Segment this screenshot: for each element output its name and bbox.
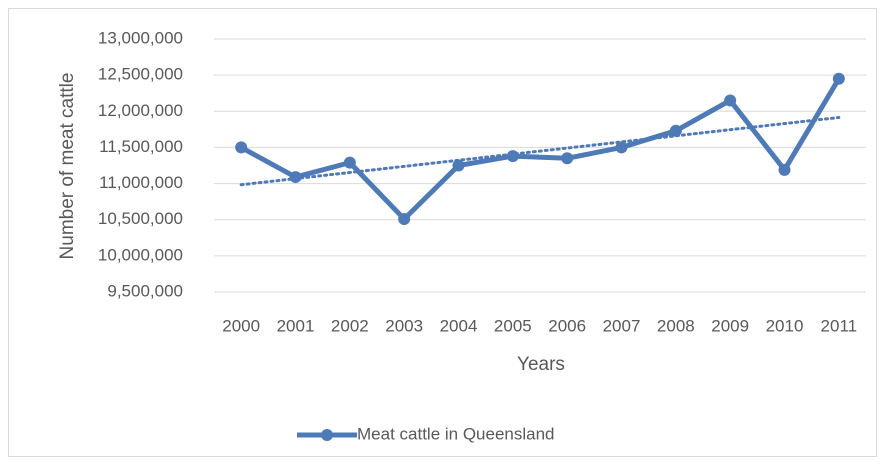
data-point <box>561 152 574 165</box>
data-point <box>289 171 302 184</box>
x-tick-label: 2006 <box>548 316 586 335</box>
data-point <box>235 141 248 154</box>
x-tick-label: 2011 <box>821 316 858 335</box>
data-point <box>398 212 411 225</box>
y-tick-label: 9,500,000 <box>107 281 183 300</box>
x-tick-label: 2001 <box>277 316 315 335</box>
x-tick-label: 2003 <box>385 316 423 335</box>
trendline <box>239 115 841 187</box>
x-tick-label: 2000 <box>222 316 260 335</box>
y-tick-label: 12,000,000 <box>98 101 183 120</box>
data-point <box>452 159 465 172</box>
x-tick-label: 2002 <box>331 316 369 335</box>
legend-label: Meat cattle in Queensland <box>357 424 555 443</box>
x-tick-label: 2007 <box>603 316 641 335</box>
x-tick-label: 2009 <box>711 316 749 335</box>
y-tick-label: 11,000,000 <box>99 173 183 192</box>
y-axis-title: Number of meat cattle <box>57 73 78 260</box>
data-point <box>506 150 519 163</box>
x-tick-label: 2005 <box>494 316 532 335</box>
y-tick-label: 10,000,000 <box>98 245 183 264</box>
x-axis-title: Years <box>517 354 565 375</box>
data-point <box>724 94 737 107</box>
series-line <box>239 77 841 222</box>
y-tick-label: 13,000,000 <box>98 28 183 47</box>
data-point <box>343 156 356 169</box>
y-tick-label: 10,500,000 <box>98 209 183 228</box>
x-tick-label: 2010 <box>766 316 804 335</box>
chart-frame <box>8 8 877 457</box>
legend-marker <box>321 429 333 441</box>
x-tick-label: 2004 <box>440 316 478 335</box>
data-point <box>832 72 845 85</box>
x-tick-label: 2008 <box>657 316 695 335</box>
data-point <box>778 163 791 176</box>
y-tick-label: 11,500,000 <box>99 137 183 156</box>
y-tick-label: 12,500,000 <box>98 65 183 84</box>
data-point <box>615 141 628 154</box>
data-point <box>669 124 682 137</box>
